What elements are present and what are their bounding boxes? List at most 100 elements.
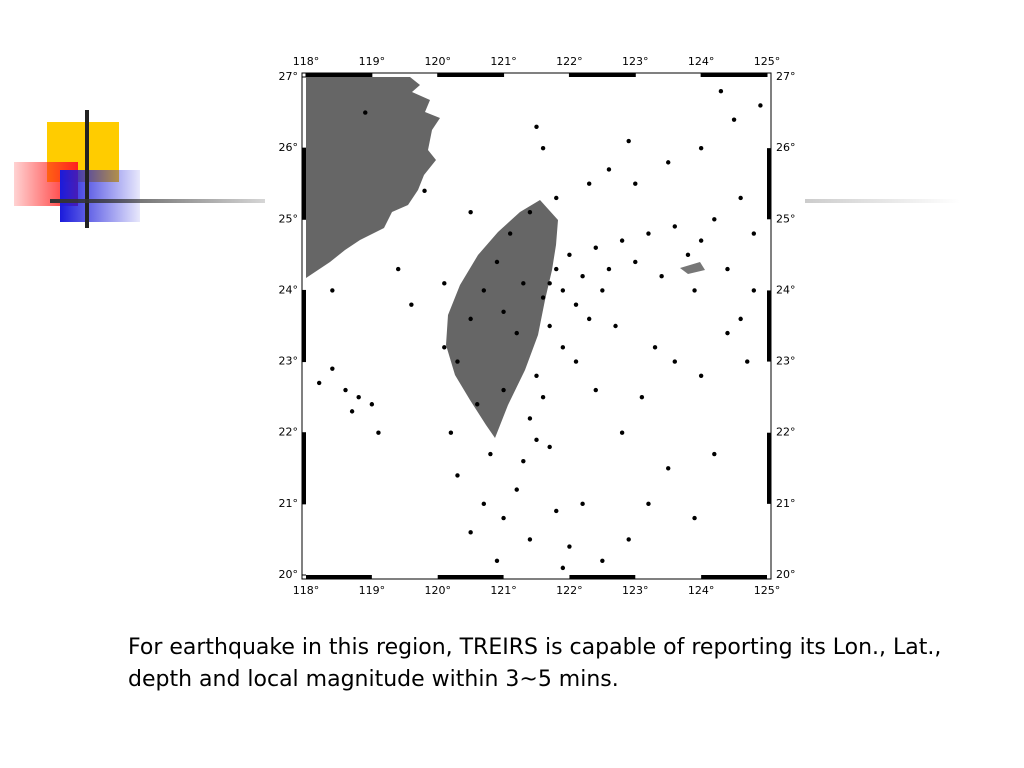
y-tick-label-left: 22° <box>279 426 299 439</box>
epicenter <box>455 473 460 478</box>
epicenter <box>593 387 598 393</box>
epicenter <box>409 302 414 307</box>
epicenter <box>475 402 480 407</box>
epicenter <box>534 373 539 378</box>
epicenter <box>547 444 552 450</box>
epicenter <box>593 245 598 250</box>
epicenter <box>554 508 559 514</box>
epicenter <box>712 217 717 222</box>
epicenter <box>626 537 631 542</box>
frame-bar <box>701 73 767 77</box>
epicenter <box>540 394 546 400</box>
epicenter <box>646 231 651 236</box>
epicenter <box>527 416 533 421</box>
epicenter <box>494 558 500 563</box>
x-tick-label-top: 125° <box>754 55 781 68</box>
epicenter <box>448 430 454 435</box>
x-tick-label-top: 119° <box>359 55 386 68</box>
y-tick-label-left: 21° <box>279 497 299 510</box>
x-tick-label-top: 124° <box>688 55 715 68</box>
epicenter <box>442 345 447 350</box>
frame-bar <box>302 432 306 504</box>
epicenter <box>619 238 625 243</box>
epicenter <box>758 103 763 108</box>
epicenter <box>481 501 487 507</box>
y-tick-label-right: 25° <box>776 212 796 225</box>
y-tick-label-left: 24° <box>279 283 299 296</box>
map: 118° 118° 119° 119° 120° 120° 121° 121° 122° 122°… <box>279 55 796 597</box>
frame-bar <box>437 575 504 579</box>
land-island <box>680 262 705 274</box>
epicenter <box>586 316 592 322</box>
epicenter <box>738 316 743 322</box>
x-tick-label-top: 120° <box>424 55 451 68</box>
epicenter <box>521 458 526 464</box>
y-tick-label-right: 23° <box>776 355 796 368</box>
frame-bar <box>302 290 306 362</box>
y-tick-label-right: 20° <box>776 568 796 581</box>
epicenter <box>540 145 546 151</box>
epicenter <box>580 274 585 279</box>
epicenter <box>692 288 697 293</box>
epicenter <box>468 209 473 215</box>
epicenter <box>560 565 566 571</box>
epicenter <box>580 501 585 507</box>
epicenter <box>554 195 559 201</box>
epicenter <box>349 409 355 414</box>
land-china <box>306 77 440 278</box>
epicenter <box>422 188 427 194</box>
x-tick-label-bottom: 118° <box>293 584 320 597</box>
epicenter <box>363 110 368 115</box>
epicenter <box>606 266 612 272</box>
y-tick-label-right: 22° <box>776 426 796 439</box>
epicenter <box>507 231 513 236</box>
frame-bar <box>302 148 306 220</box>
epicenter <box>468 530 473 535</box>
epicenter <box>698 238 704 243</box>
y-tick-label-left: 26° <box>279 141 299 154</box>
epicenter <box>672 359 677 364</box>
epicenter <box>442 281 447 286</box>
epicenter <box>626 138 631 144</box>
epicenter <box>316 380 322 386</box>
epicenter <box>330 288 335 293</box>
decoration <box>14 110 960 228</box>
epicenter <box>514 330 519 336</box>
epicenter <box>646 501 651 507</box>
frame-bar <box>569 73 636 77</box>
frame-bar <box>767 290 771 362</box>
x-tick-label-bottom: 122° <box>556 584 583 597</box>
epicenter <box>560 345 566 350</box>
epicenter <box>547 323 552 329</box>
epicenter <box>501 309 506 314</box>
epicenter <box>633 259 638 265</box>
frame-bar <box>306 73 372 77</box>
epicenter <box>652 345 658 350</box>
epicenter <box>613 323 618 329</box>
epicenter <box>560 288 566 293</box>
y-tick-label-right: 24° <box>776 283 796 296</box>
frame-bar <box>767 148 771 220</box>
epicenter <box>573 302 579 307</box>
x-tick-label-top: 118° <box>293 55 320 68</box>
epicenter <box>547 281 552 286</box>
epicenter <box>659 274 664 279</box>
x-tick-label-top: 123° <box>622 55 649 68</box>
epicenter <box>731 117 737 122</box>
epicenter <box>501 515 506 521</box>
epicenter <box>698 373 704 378</box>
epicenter <box>534 124 539 129</box>
slide-graphics: 118° 118° 119° 119° 120° 120° 121° 121° 122° 122°… <box>14 55 960 597</box>
x-tick-label-bottom: 125° <box>754 584 781 597</box>
epicenter <box>738 195 743 201</box>
epicenter <box>501 387 506 393</box>
epicenter <box>481 288 487 293</box>
y-tick-label-right: 21° <box>776 497 796 510</box>
epicenter <box>521 281 526 286</box>
epicenter <box>343 387 348 393</box>
epicenter <box>692 515 697 521</box>
x-tick-label-top: 122° <box>556 55 583 68</box>
x-tick-label-bottom: 119° <box>359 584 386 597</box>
epicenter <box>718 89 724 94</box>
epicenter <box>685 252 691 258</box>
